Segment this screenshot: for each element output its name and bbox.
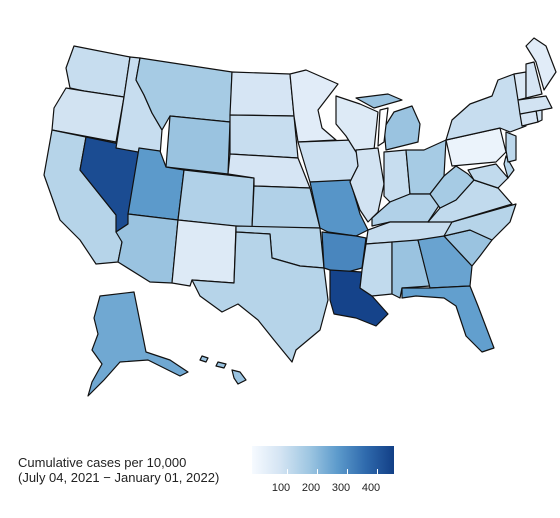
- legend-tick-mark: [377, 469, 378, 474]
- state-FL: [401, 285, 495, 353]
- legend-tick-mark: [347, 469, 348, 474]
- legend-tick-mark: [317, 469, 318, 474]
- state-AR: [321, 231, 367, 275]
- legend-ticks: [252, 469, 394, 480]
- state-IN: [383, 149, 411, 203]
- state-KS: [251, 185, 321, 229]
- legend-color-bar: [252, 446, 394, 474]
- legend-tick-label: 300: [331, 482, 351, 494]
- state-ND: [229, 71, 295, 117]
- state-ME: [525, 37, 557, 91]
- state-NM: [171, 219, 237, 287]
- state-HI: [199, 355, 247, 385]
- state-AK: [87, 291, 189, 397]
- state-IL: [349, 147, 385, 223]
- state-MS: [359, 241, 393, 297]
- state-MN: [289, 69, 339, 143]
- state-NJ: [505, 131, 517, 163]
- state-MD: [467, 163, 509, 189]
- state-SD: [229, 114, 299, 159]
- legend-tick-mark: [287, 469, 288, 474]
- state-OR: [51, 87, 125, 143]
- state-TX: [191, 231, 329, 363]
- legend-title-line-1: Cumulative cases per 10,000: [18, 455, 187, 470]
- legend-tick-label: 200: [301, 482, 321, 494]
- state-WY: [165, 115, 231, 175]
- state-MA: [517, 95, 553, 115]
- state-NC: [443, 203, 517, 241]
- state-IA: [297, 139, 361, 183]
- legend-tick-label: 100: [271, 482, 291, 494]
- state-NY: [445, 73, 527, 141]
- state-GA: [417, 235, 473, 289]
- state-WV: [429, 165, 475, 209]
- legend-tick-label: 400: [361, 482, 381, 494]
- state-NH: [525, 61, 543, 99]
- us-choropleth-map: [43, 37, 557, 397]
- state-CO: [177, 169, 255, 229]
- state-DE: [503, 155, 515, 179]
- lake-michigan: [377, 107, 389, 147]
- legend-title-line-2: (July 04, 2021 − January 01, 2022): [18, 470, 220, 485]
- legend-title: Cumulative cases per 10,000 (July 04, 20…: [18, 455, 219, 485]
